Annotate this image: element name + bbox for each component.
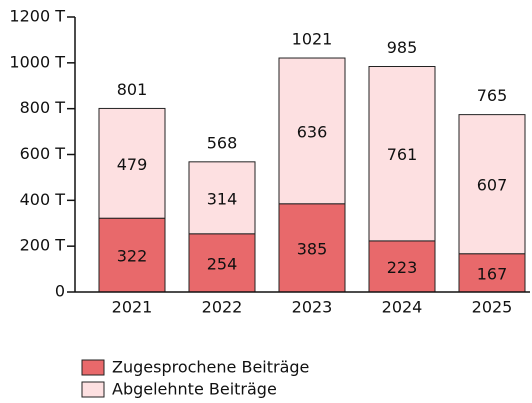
legend-swatch [81,381,105,398]
value-label: 223 [387,258,418,277]
legend-label: Abgelehnte Beiträge [112,380,277,399]
value-label: 761 [387,145,418,164]
total-label: 568 [207,133,238,152]
x-tick-label: 2024 [382,298,423,317]
bar-segment [98,217,166,293]
y-tick-label: 200 T [20,236,66,255]
legend-swatch [81,359,105,376]
y-tick-label: 0 [55,282,65,301]
y-tick-label: 1200 T [9,7,65,26]
value-label: 167 [477,264,508,283]
total-label: 765 [477,86,508,105]
x-tick-label: 2025 [472,298,513,317]
total-label: 1021 [292,30,333,49]
bar-segment [278,57,346,205]
value-label: 607 [477,176,508,195]
y-tick-label: 1000 T [9,52,65,71]
x-tick-label: 2022 [202,298,243,317]
x-tick-label: 2021 [112,298,153,317]
legend-label: Zugesprochene Beiträge [112,358,309,377]
bar-segment [188,233,256,293]
bar-segment [458,114,526,255]
y-tick-label: 800 T [20,98,66,117]
y-tick-label: 400 T [20,190,66,209]
bar-segment [188,161,256,235]
total-label: 801 [117,80,148,99]
y-tick-label: 600 T [20,144,66,163]
value-label: 254 [207,254,238,273]
bar-segment [368,66,436,242]
value-label: 322 [117,247,148,266]
value-label: 479 [117,155,148,174]
value-label: 636 [297,122,328,141]
value-label: 314 [207,189,238,208]
bar-segment [278,203,346,293]
total-label: 985 [387,38,418,57]
value-label: 385 [297,239,328,258]
bar-segment [98,107,166,219]
x-tick-label: 2023 [292,298,333,317]
